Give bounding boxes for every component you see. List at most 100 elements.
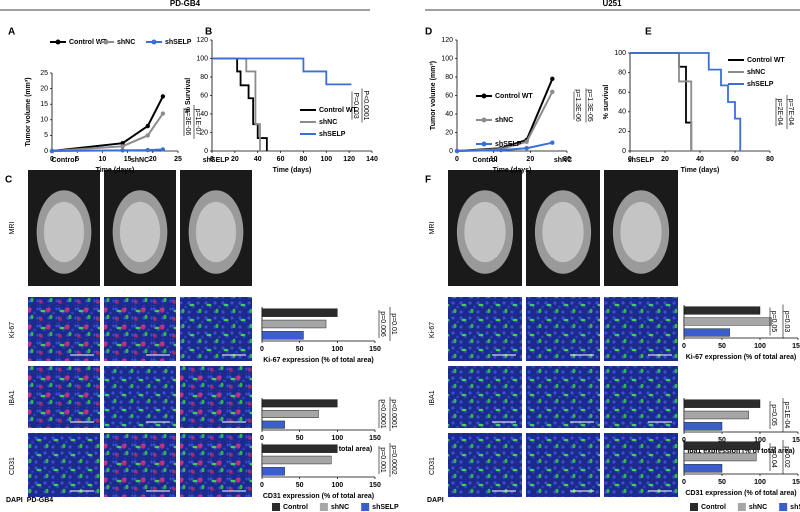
x-tick-label: 150 bbox=[369, 482, 381, 489]
x-tick-label: 0 bbox=[260, 482, 264, 489]
x-tick-label: 150 bbox=[792, 343, 800, 350]
y-tick-label: 20 bbox=[618, 128, 626, 135]
x-axis-label: Iba1 expression (% of total area) bbox=[687, 448, 794, 455]
survival-curve bbox=[630, 52, 742, 151]
x-axis-label: Time (days) bbox=[273, 167, 312, 174]
survival-curve bbox=[212, 57, 268, 151]
x-axis-label: Time (days) bbox=[681, 167, 720, 174]
bar bbox=[261, 444, 338, 453]
column-label: shSELP bbox=[203, 157, 230, 164]
x-tick-label: 0 bbox=[682, 343, 686, 350]
panel-label: E bbox=[645, 27, 652, 38]
x-tick-label: 80 bbox=[300, 156, 308, 163]
legend-marker bbox=[55, 39, 61, 45]
x-tick-label: 30 bbox=[563, 156, 571, 163]
microscopy-image bbox=[448, 366, 522, 428]
x-tick-label: 60 bbox=[731, 156, 739, 163]
x-axis-label: Time (days) bbox=[493, 167, 532, 174]
p-value: P<0.0001 bbox=[362, 90, 369, 120]
legend-swatch bbox=[319, 503, 328, 511]
microscopy-image bbox=[104, 433, 176, 497]
data-point bbox=[550, 89, 555, 95]
data-point bbox=[160, 111, 166, 116]
panel-label: C bbox=[5, 175, 12, 186]
y-tick-label: 100 bbox=[196, 55, 208, 62]
y-tick-label: 25 bbox=[40, 70, 48, 77]
y-tick-label: 80 bbox=[445, 74, 453, 81]
y-axis-label: Tumor volume (mm³) bbox=[25, 77, 32, 146]
p-value: p=1.3E-05 bbox=[586, 89, 593, 122]
p-value: p=0.0002 bbox=[390, 445, 397, 474]
x-tick-label: 100 bbox=[331, 346, 343, 353]
data-point bbox=[524, 139, 529, 144]
p-value: p=1E-04 bbox=[783, 402, 790, 429]
x-tick-label: 100 bbox=[754, 343, 766, 350]
p-value: p=0.02 bbox=[783, 446, 790, 468]
legend-swatch bbox=[737, 503, 746, 511]
legend-label: Control WT bbox=[69, 39, 107, 46]
x-tick-label: 150 bbox=[792, 437, 800, 444]
y-tick-label: 40 bbox=[618, 109, 626, 116]
column-label: shNC bbox=[131, 157, 149, 164]
x-tick-label: 140 bbox=[366, 156, 378, 163]
x-tick-label: 10 bbox=[490, 156, 498, 163]
y-tick-label: 120 bbox=[441, 37, 453, 44]
data-point bbox=[550, 76, 555, 82]
legend-label: Control bbox=[701, 504, 726, 511]
y-axis-label: % survival bbox=[603, 85, 610, 120]
stain-label: DAPI bbox=[6, 497, 23, 504]
data-point bbox=[160, 147, 166, 152]
y-tick-label: 0 bbox=[204, 148, 208, 155]
series-line bbox=[51, 112, 164, 152]
mri-brain-inner bbox=[43, 201, 85, 263]
y-tick-label: 20 bbox=[200, 129, 208, 136]
bar bbox=[683, 422, 723, 431]
p-value: p=0.01 bbox=[390, 313, 397, 335]
data-point bbox=[49, 148, 55, 154]
mri-brain-inner bbox=[195, 201, 237, 263]
legend-label: shSELP bbox=[790, 504, 800, 511]
legend-swatch bbox=[272, 503, 280, 511]
y-tick-label: 80 bbox=[618, 69, 626, 76]
y-tick-label: 15 bbox=[40, 101, 48, 108]
p-value: p=7E-04 bbox=[787, 99, 794, 126]
column-label: shSELP bbox=[628, 157, 655, 164]
y-tick-label: 10 bbox=[40, 117, 48, 124]
p-value: p<0.0001 bbox=[390, 399, 397, 428]
row-label: MRI bbox=[429, 222, 436, 235]
y-tick-label: 120 bbox=[196, 37, 208, 44]
legend-label: Control bbox=[283, 504, 308, 511]
legend-label: shNC bbox=[747, 69, 765, 76]
x-axis-label: Time (days) bbox=[96, 167, 135, 174]
mri-brain-inner bbox=[119, 201, 161, 263]
microscopy-image bbox=[28, 297, 100, 361]
y-tick-label: 100 bbox=[614, 50, 626, 57]
microscopy-image bbox=[526, 297, 600, 361]
bar bbox=[261, 420, 285, 429]
p-value: p=0.006 bbox=[379, 311, 386, 337]
p-value: p=0.05 bbox=[770, 311, 777, 333]
x-axis-label: Ki-67 expression (% of total area) bbox=[686, 354, 796, 361]
microscopy-image bbox=[448, 297, 522, 361]
data-point bbox=[145, 123, 150, 129]
legend-label: shNC bbox=[331, 504, 349, 511]
bar bbox=[683, 410, 749, 420]
y-tick-label: 0 bbox=[622, 148, 626, 155]
x-axis-label: CD31 expression (% of total area) bbox=[263, 493, 374, 500]
bar bbox=[683, 441, 761, 450]
row-label: Ki-67 bbox=[9, 322, 16, 338]
data-point bbox=[145, 133, 150, 138]
p-value: p=0.03 bbox=[783, 311, 790, 333]
microscopy-image bbox=[604, 366, 678, 428]
bar bbox=[261, 410, 319, 418]
mri-brain-inner bbox=[620, 201, 662, 263]
x-tick-label: 100 bbox=[320, 156, 332, 163]
bar bbox=[261, 399, 338, 408]
y-tick-label: 40 bbox=[200, 111, 208, 118]
x-tick-label: 20 bbox=[661, 156, 669, 163]
bar bbox=[683, 452, 757, 462]
x-tick-label: 150 bbox=[369, 435, 381, 442]
x-tick-label: 100 bbox=[331, 482, 343, 489]
p-value: p=1.3E-06 bbox=[574, 89, 581, 122]
